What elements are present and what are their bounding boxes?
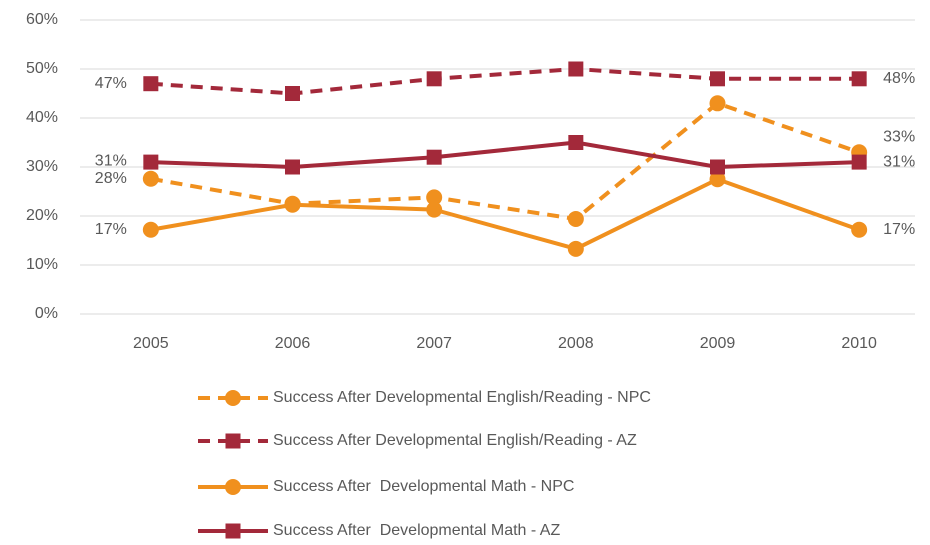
data-label: 31% — [95, 152, 127, 169]
point — [426, 189, 443, 206]
point — [285, 159, 300, 175]
legend-entry: Success After Developmental English/Read… — [198, 432, 637, 449]
legend-entry: Success After Developmental Math - NPC — [198, 478, 574, 495]
y-tick-label: 60% — [26, 11, 58, 28]
x-tick-label: 2008 — [558, 335, 594, 352]
point — [142, 221, 159, 238]
series: 47% 48% — [95, 61, 915, 101]
y-tick-label: 10% — [26, 256, 58, 273]
legend-label: Success After Developmental English/Read… — [273, 389, 651, 406]
data-label: 47% — [95, 75, 127, 92]
data-label: 17% — [883, 221, 915, 238]
x-tick-label: 2006 — [275, 335, 311, 352]
series-line — [150, 140, 860, 169]
legend-marker — [225, 433, 241, 449]
series: 31% 31% — [95, 135, 915, 175]
legend-entry: Success After Developmental Math - AZ — [198, 522, 560, 539]
point — [709, 171, 726, 188]
data-label: 31% — [883, 153, 915, 170]
point — [568, 135, 584, 150]
point — [851, 221, 868, 238]
legend-label: Success After Developmental Math - AZ — [273, 522, 560, 539]
series-line — [150, 101, 860, 221]
point — [851, 71, 867, 87]
y-tick-label: 30% — [26, 158, 58, 175]
point — [426, 71, 442, 87]
series: 17% 17% — [95, 171, 915, 257]
legend-marker — [225, 479, 241, 495]
x-tick-label: 2009 — [700, 335, 736, 352]
point — [568, 61, 584, 77]
x-tick-label: 2005 — [133, 335, 169, 352]
point — [709, 95, 726, 112]
point — [142, 170, 159, 187]
legend-entry: Success After Developmental English/Read… — [198, 389, 651, 406]
point — [426, 201, 443, 218]
y-tick-label: 0% — [35, 305, 58, 322]
y-tick-label: 50% — [26, 60, 58, 77]
x-tick-label: 2007 — [416, 335, 452, 352]
legend-marker — [225, 523, 241, 539]
point — [143, 154, 159, 170]
legend-label: Success After Developmental English/Read… — [273, 432, 637, 449]
point — [710, 71, 725, 87]
point — [284, 196, 301, 213]
x-tick-label: 2010 — [841, 335, 877, 352]
point — [710, 159, 725, 175]
point — [426, 149, 442, 165]
point — [567, 210, 584, 227]
data-label: 17% — [95, 221, 127, 238]
y-tick-label: 20% — [26, 207, 58, 224]
point — [285, 86, 300, 101]
point — [851, 154, 867, 170]
point — [143, 76, 159, 92]
data-label: 33% — [883, 129, 915, 146]
data-label: 48% — [883, 70, 915, 87]
legend-label: Success After Developmental Math - NPC — [273, 478, 574, 495]
point — [567, 240, 584, 257]
data-label: 28% — [95, 170, 127, 187]
legend-marker — [225, 390, 241, 406]
series-line — [150, 67, 860, 96]
y-tick-label: 40% — [26, 109, 58, 126]
series-line — [150, 177, 860, 251]
